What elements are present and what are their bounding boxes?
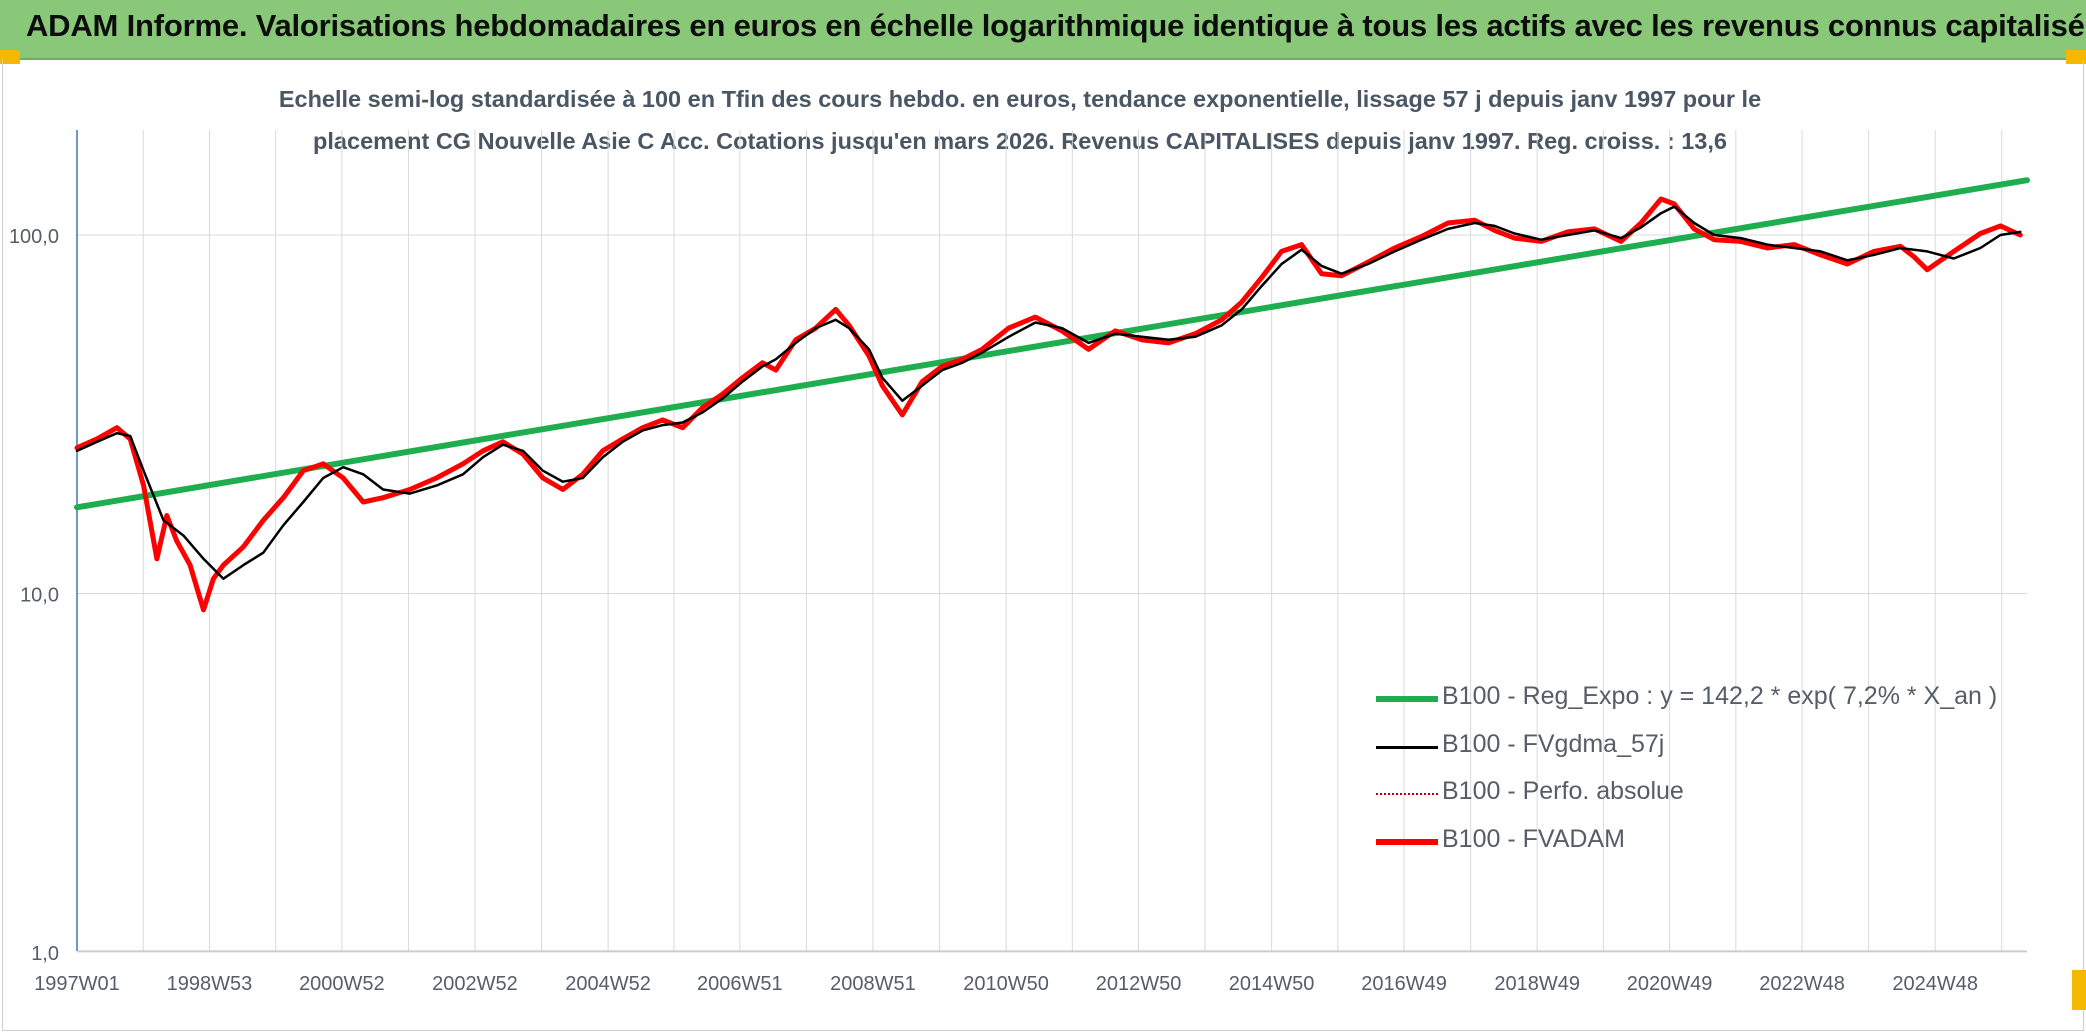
- x-tick-label-2: 2000W52: [299, 973, 385, 995]
- x-tick-label-13: 2022W48: [1759, 973, 1845, 995]
- legend-swatch-fvadam: [1376, 839, 1438, 845]
- y-tick-label-1: 10,0: [20, 585, 59, 607]
- legend-swatch-moving-average: [1376, 746, 1438, 749]
- x-tick-label-10: 2016W49: [1361, 973, 1447, 995]
- report-banner: ADAM Informe. Valorisations hebdomadaire…: [0, 0, 2086, 60]
- x-tick-label-8: 2012W50: [1096, 973, 1182, 995]
- legend-label-regression: B100 - Reg_Expo : y = 142,2 * exp( 7,2% …: [1442, 682, 1998, 710]
- legend-label-absolute-perf: B100 - Perfo. absolue: [1442, 777, 1684, 805]
- series-line-regression: [74, 177, 2030, 511]
- chart-frame: [2, 60, 2084, 1031]
- series-line-moving-average: [75, 205, 2022, 580]
- legend-swatch-regression: [1376, 696, 1438, 702]
- x-tick-label-12: 2020W49: [1627, 973, 1713, 995]
- x-tick-label-11: 2018W49: [1494, 973, 1580, 995]
- chart-title-line-1: Echelle semi-log standardisée à 100 en T…: [278, 86, 1762, 112]
- x-tick-label-7: 2010W50: [963, 973, 1049, 995]
- x-tick-label-9: 2014W50: [1229, 973, 1315, 995]
- y-tick-label-0: 1,0: [31, 943, 59, 965]
- x-tick-label-6: 2008W51: [830, 973, 916, 995]
- legend-swatch-absolute-perf: [1376, 793, 1438, 795]
- legend-label-moving-average: B100 - FVgdma_57j: [1442, 730, 1665, 758]
- chart-title-line-2: placement CG Nouvelle Asie C Acc. Cotati…: [313, 128, 1727, 154]
- x-tick-label-3: 2002W52: [432, 973, 518, 995]
- x-tick-label-14: 2024W48: [1892, 973, 1978, 995]
- corner-marker-bottom-right: [2072, 970, 2086, 1010]
- x-tick-label-1: 1998W53: [167, 973, 253, 995]
- x-tick-label-4: 2004W52: [565, 973, 651, 995]
- corner-marker-left: [0, 50, 20, 64]
- corner-marker-right: [2066, 50, 2086, 64]
- y-tick-label-2: 100,0: [9, 226, 59, 248]
- report-title: ADAM Informe. Valorisations hebdomadaire…: [26, 8, 2086, 43]
- legend-label-fvadam: B100 - FVADAM: [1442, 825, 1625, 853]
- series-line-thick: [74, 196, 2023, 613]
- x-tick-label-0: 1997W01: [34, 973, 120, 995]
- x-tick-label-5: 2006W51: [697, 973, 783, 995]
